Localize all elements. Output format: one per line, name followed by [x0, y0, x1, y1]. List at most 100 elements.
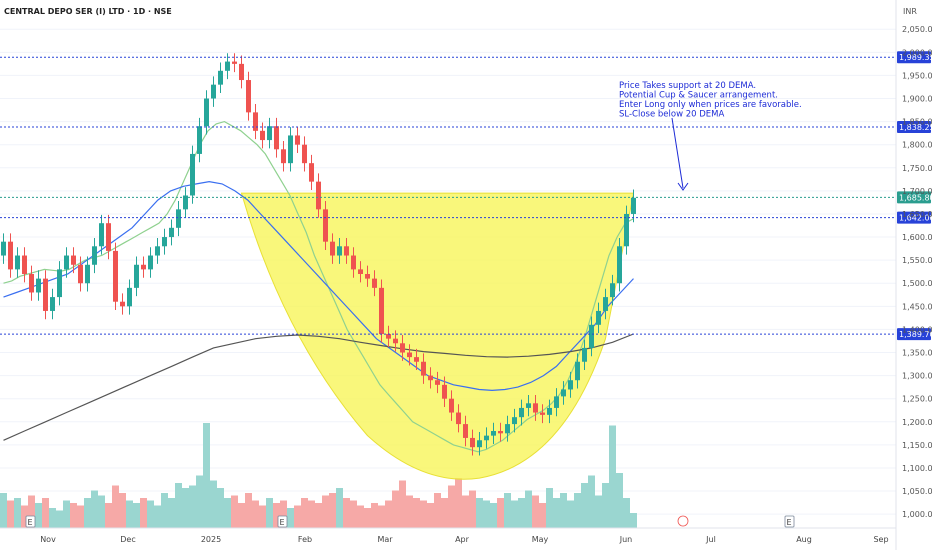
price-tick-label: 1,250.00 [902, 395, 932, 404]
volume-bar [63, 500, 70, 528]
time-tick-label: Jun [619, 535, 633, 544]
level-badge-label: 1,838.25 [899, 123, 932, 132]
candle-body [400, 343, 405, 353]
candle-body [92, 246, 97, 265]
level-badge [897, 51, 931, 64]
volume-bar [574, 493, 581, 528]
candle-body [491, 431, 496, 436]
volume-bar [98, 495, 105, 528]
candle-body [568, 380, 573, 390]
time-tick-label: Mar [377, 535, 393, 544]
candle-body [253, 112, 258, 131]
candle-body [505, 424, 510, 434]
volume-bar [350, 500, 357, 528]
candle-body [155, 246, 160, 256]
annotation-arrow [671, 117, 684, 189]
volume-bar [371, 503, 378, 528]
candle-body [449, 398, 454, 413]
volume-bar [280, 500, 287, 528]
candle-body [498, 431, 503, 434]
volume-bar [301, 498, 308, 528]
earnings-marker-letter: E [280, 518, 285, 527]
price-tick-label: 1,050.00 [902, 487, 932, 496]
annotation-line: Price Takes support at 20 DEMA. [619, 81, 756, 91]
level-badge [897, 191, 931, 204]
volume-bar [84, 498, 91, 528]
price-tick-label: 1,000.00 [902, 510, 932, 519]
time-tick-label: 2025 [201, 535, 221, 544]
volume-bar [77, 505, 84, 528]
volume-bar [609, 425, 616, 528]
price-tick-label: 1,450.00 [902, 302, 932, 311]
candle-body [218, 70, 223, 85]
candle-body [337, 246, 342, 256]
candle-body [29, 274, 34, 293]
candle-body [183, 195, 188, 210]
volume-bar [385, 500, 392, 528]
volume-bar [420, 500, 427, 528]
candle-body [204, 98, 209, 127]
volume-bar [504, 493, 511, 528]
candle-body [421, 361, 426, 376]
volume-bar [553, 498, 560, 528]
candle-body [351, 255, 356, 270]
candle-body [309, 163, 314, 182]
volume-bar [441, 498, 448, 528]
candle-body [344, 246, 349, 256]
candle-body [43, 278, 48, 311]
candle-body [470, 437, 475, 448]
candle-body [582, 347, 587, 362]
candle-body [78, 264, 83, 284]
volume-bar [308, 500, 315, 528]
candle-body [8, 241, 13, 270]
candle-body [596, 310, 601, 325]
candle-body [85, 264, 90, 284]
volume-bar [224, 498, 231, 528]
earnings-marker-icon [784, 515, 795, 528]
volume-bar [231, 495, 238, 528]
volume-bar [532, 495, 539, 528]
candle-body [64, 255, 69, 270]
price-tick-label: 1,500.00 [902, 279, 932, 288]
candle-body [393, 338, 398, 344]
earnings-marker-icon [25, 515, 36, 528]
candle-body [246, 80, 251, 113]
candle-body [512, 417, 517, 425]
annotation-arrow-head [677, 182, 689, 191]
annotation-line: SL-Close below 20 DEMA [619, 110, 725, 120]
candle-body [533, 403, 538, 413]
volume-bar [413, 498, 420, 528]
volume-bar [112, 485, 119, 528]
volume-bar [252, 500, 259, 528]
candle-body [197, 126, 202, 154]
candle-body [526, 403, 531, 408]
price-axis: 1,000.00 1,050.00 1,100.00 1,150.00 1,200.00… [895, 0, 932, 550]
volume-bar [49, 508, 56, 528]
volume-bar [203, 423, 210, 528]
candle-body [274, 126, 279, 150]
candle-body [358, 269, 363, 274]
candle-body [372, 278, 377, 288]
volume-bar [406, 495, 413, 528]
volume-bar [490, 503, 497, 528]
candle-body [302, 144, 307, 164]
volume-bar [329, 493, 336, 528]
candle-body [624, 213, 629, 247]
symbol-title: CENTRAL DEPO SER (I) LTD · 1D · NSE [4, 7, 172, 16]
volume-bar [35, 503, 42, 528]
price-tick-label: 1,750.00 [902, 164, 932, 173]
candle-body [176, 209, 181, 228]
candle-body [610, 283, 615, 298]
volume-bar [483, 500, 490, 528]
volume-bar [378, 505, 385, 528]
price-tick-label: 2,050.00 [902, 25, 932, 34]
candle-body [22, 255, 27, 274]
volume-bar [210, 480, 217, 528]
price-tick-label: 1,900.00 [902, 95, 932, 104]
price-tick-label: 2,000.00 [902, 48, 932, 57]
price-tick-label: 1,950.00 [902, 71, 932, 80]
volume-bar [140, 498, 147, 528]
level-badge-label: 1,389.70 [899, 330, 932, 339]
